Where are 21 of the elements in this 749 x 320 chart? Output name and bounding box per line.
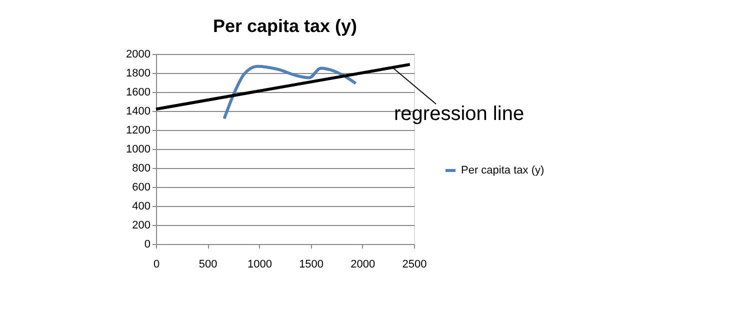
legend-label: Per capita tax (y) [461,164,544,176]
x-tick-label: 2500 [402,258,427,270]
y-tick-label: 200 [132,220,150,232]
y-tick-label: 1000 [126,144,150,156]
y-tick-label: 600 [132,182,150,194]
x-tick-label: 2000 [350,258,376,270]
x-tick-label: 1500 [299,258,324,270]
y-tick-label: 1200 [126,124,150,136]
y-tick-label: 2000 [126,48,150,60]
x-tick-label: 500 [198,258,218,270]
line-series [222,64,358,120]
y-tick-label: 0 [144,238,150,250]
annotation: regression line [394,103,524,125]
y-tick-label: 400 [132,200,150,212]
x-tick-label: 1000 [247,258,272,270]
x-tick-label: 0 [153,258,160,270]
y-tick-label: 1800 [126,68,150,80]
y-tick-label: 1400 [126,106,150,118]
chart-title: Per capita tax (y) [212,16,358,36]
y-tick-label: 800 [132,162,150,174]
y-tick-label: 1600 [126,86,150,98]
